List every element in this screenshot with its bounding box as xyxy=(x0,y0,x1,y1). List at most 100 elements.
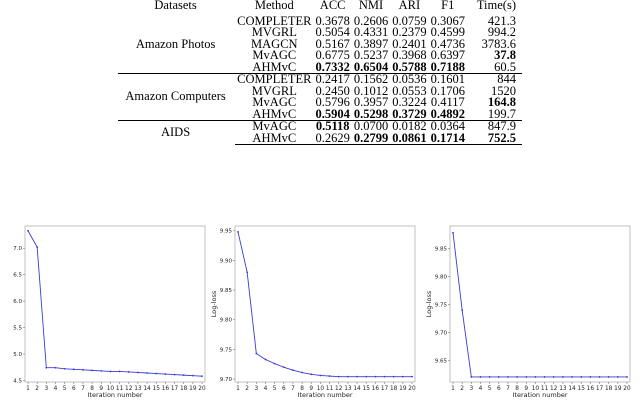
method-cell: AHMvC xyxy=(252,59,297,74)
cell-value: 994.2 xyxy=(487,25,516,39)
x-tick-label: 19 xyxy=(189,386,197,392)
data-point xyxy=(182,374,185,377)
cell-value: 847.9 xyxy=(487,119,516,133)
cell-value: 0.5054 xyxy=(315,25,350,39)
x-tick-label: 5 xyxy=(273,386,277,392)
data-point xyxy=(155,372,158,375)
cell-value: 752.5 xyxy=(487,130,516,145)
ari-cell: 0.2401 xyxy=(390,36,428,51)
x-tick-label: 18 xyxy=(390,386,398,392)
method-cell: AHMvC xyxy=(252,106,297,121)
cell-value: 0.0700 xyxy=(353,119,389,133)
x-tick-label: 1 xyxy=(26,386,30,392)
y-tick-label: 9.80 xyxy=(435,275,448,281)
acc-cell: 0.6775 xyxy=(313,48,351,62)
header-time: Time(s) xyxy=(476,0,516,12)
x-tick-label: 13 xyxy=(344,386,352,392)
x-tick-label: 2 xyxy=(245,386,249,392)
cell-value: 0.3067 xyxy=(430,13,465,28)
x-tick-label: 10 xyxy=(532,386,540,392)
y-tick-label: 9.85 xyxy=(220,288,233,294)
x-tick-label: 13 xyxy=(134,386,142,392)
acc-cell: 0.5904 xyxy=(313,106,351,121)
cell-value: 0.2401 xyxy=(392,36,427,51)
x-tick-label: 14 xyxy=(143,386,151,392)
time-cell: 994.2 xyxy=(467,25,522,39)
f1-cell: 0.1706 xyxy=(429,84,467,98)
y-tick-label: 5.5 xyxy=(13,326,22,332)
x-tick-label: 11 xyxy=(326,386,334,392)
cell-value: 0.6397 xyxy=(430,48,465,62)
data-point xyxy=(264,358,267,361)
x-tick-label: 7 xyxy=(81,386,85,392)
y-axis-label: Log-loss xyxy=(425,290,433,317)
ari-cell: 0.0182 xyxy=(390,120,429,133)
data-point xyxy=(282,366,285,369)
x-tick-label: 9 xyxy=(99,386,103,392)
x-tick-label: 5 xyxy=(63,386,67,392)
x-tick-label: 6 xyxy=(72,386,76,392)
x-tick-label: 15 xyxy=(578,386,586,392)
f1-cell: 0.7188 xyxy=(429,60,467,74)
series-line xyxy=(237,231,412,378)
table-row: MvAGC 0.6775 0.5237 0.3968 0.6397 37.8 xyxy=(118,48,522,62)
x-tick-label: 10 xyxy=(317,386,325,392)
method-cell: COMPLETER xyxy=(237,13,312,28)
data-point xyxy=(470,376,473,378)
time-cell: 37.8 xyxy=(467,49,522,62)
data-point xyxy=(626,376,628,378)
data-point xyxy=(461,309,464,312)
f1-cell: 0.1601 xyxy=(428,72,467,86)
data-point xyxy=(346,375,349,378)
plot-frame xyxy=(24,225,206,383)
x-tick-label: 6 xyxy=(497,386,501,392)
time-cell: 421.3 xyxy=(467,14,522,28)
cell-value: 0.5237 xyxy=(353,48,389,62)
y-tick-label: 9.70 xyxy=(220,377,233,383)
ari-cell: 0.3224 xyxy=(390,96,428,109)
time-cell: 752.5 xyxy=(466,130,522,145)
method-cell: MvAGC xyxy=(252,95,297,109)
cell-value: 60.5 xyxy=(494,59,516,74)
cell-value: 0.1601 xyxy=(430,72,465,86)
x-axis-label: Iteration number xyxy=(297,391,352,399)
x-tick-label: 8 xyxy=(515,386,519,392)
ari-cell: 0.0553 xyxy=(390,84,428,98)
data-point xyxy=(488,376,491,378)
table-header-row: Datasets Method ACC NMI ARI F1 Time(s) xyxy=(118,0,522,16)
x-tick-label: 10 xyxy=(107,386,115,392)
y-tick-label: 9.75 xyxy=(435,303,448,309)
cell-value: 0.6775 xyxy=(315,48,350,62)
time-cell: 847.9 xyxy=(466,119,522,133)
chart-svg: 9.709.759.809.859.909.951 2 3 4 5 6 7 8 9 10 11 12 1… xyxy=(210,225,416,399)
data-point xyxy=(91,369,94,372)
x-tick-label: 18 xyxy=(180,386,188,392)
x-tick-label: 18 xyxy=(605,386,613,392)
f1-cell: 0.6397 xyxy=(429,48,467,62)
ari-cell: 0.2379 xyxy=(390,26,428,39)
table-row: AHMvC 0.5904 0.5298 0.3729 0.4892 199.7 xyxy=(118,106,522,121)
cell-value: 0.7332 xyxy=(315,59,350,74)
ari-cell: 0.0536 xyxy=(390,73,429,86)
cell-value: 0.3729 xyxy=(392,106,427,121)
f1-cell: 0.1714 xyxy=(428,131,467,145)
data-point xyxy=(118,370,121,373)
x-tick-label: 16 xyxy=(162,386,170,392)
x-tick-label: 6 xyxy=(282,386,286,392)
chart-svg: 9.659.709.759.809.851 2 3 4 5 6 7 8 9 10 11 12 13 14 1… xyxy=(425,225,631,399)
time-cell: 3783.6 xyxy=(467,37,522,51)
acc-cell: 0.3678 xyxy=(313,14,351,28)
cell-value: 0.5904 xyxy=(315,106,350,121)
x-tick-label: 20 xyxy=(623,386,631,392)
x-axis-label: Iteration number xyxy=(512,391,567,399)
y-tick-label: 9.90 xyxy=(220,258,233,264)
data-point xyxy=(63,367,66,370)
x-tick-label: 14 xyxy=(353,386,361,392)
data-point xyxy=(328,375,331,377)
data-point xyxy=(100,369,103,372)
data-point xyxy=(337,375,340,378)
cell-value: 0.6504 xyxy=(353,59,389,74)
data-point xyxy=(552,376,555,378)
x-tick-label: 3 xyxy=(44,386,48,392)
method-cell: COMPLETER xyxy=(235,72,314,86)
